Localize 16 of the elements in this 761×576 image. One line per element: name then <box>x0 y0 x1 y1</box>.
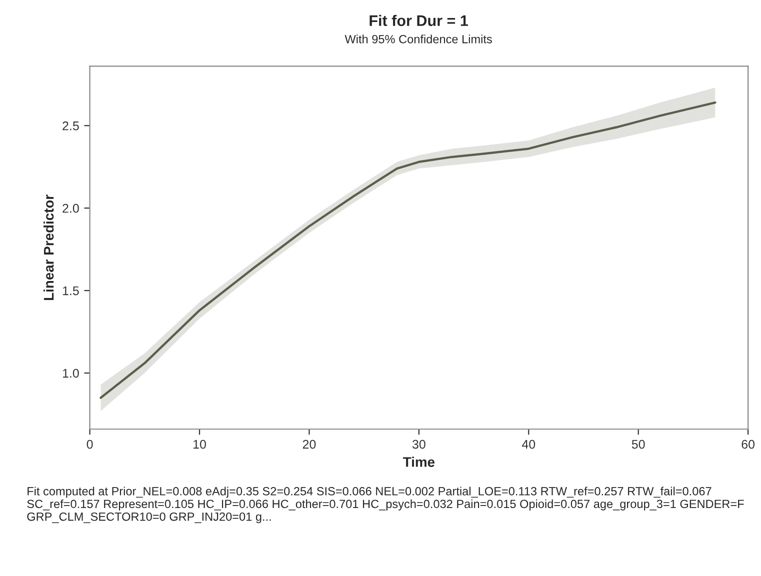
chart-subtitle: With 95% Confidence Limits <box>344 34 492 44</box>
chart-title: Fit for Dur = 1 <box>370 14 468 26</box>
x-axis-title: Time <box>403 456 435 467</box>
y-tick-label: 2.5 <box>62 121 79 130</box>
x-tick-label: 10 <box>194 440 206 449</box>
x-tick-label: 40 <box>522 440 536 449</box>
y-tick-label: 1.5 <box>62 286 79 296</box>
y-tick-label: 1.0 <box>62 368 79 378</box>
x-tick-label: 30 <box>412 440 426 449</box>
text: Fit computed at Prior_NEL=0.008 eAdj=0.35 S2=0.254 SIS=0.066 NEL=0.002 Partial_LOE=0.113 RTW_ref=0.257 RTW_fail=0.067 SC_ref=0.157 Represent=0.105 HC_IP=0.066 HC_other=0.701 HC_psych=0.032 Pain=0.015 Opioid=0.057 age_group_3=1 GENDER=F GRP_CLM_SECTOR10=0 GRP_INJ20=01 g... <box>27 486 744 524</box>
x-tick-label: 60 <box>742 440 755 449</box>
x-tick-label: 20 <box>302 440 316 449</box>
x-tick-label: 50 <box>632 440 645 449</box>
y-axis-title: Linear Predictor <box>44 194 54 300</box>
y-tick-label: 2.0 <box>62 204 79 213</box>
x-tick-label: 0 <box>86 440 93 449</box>
